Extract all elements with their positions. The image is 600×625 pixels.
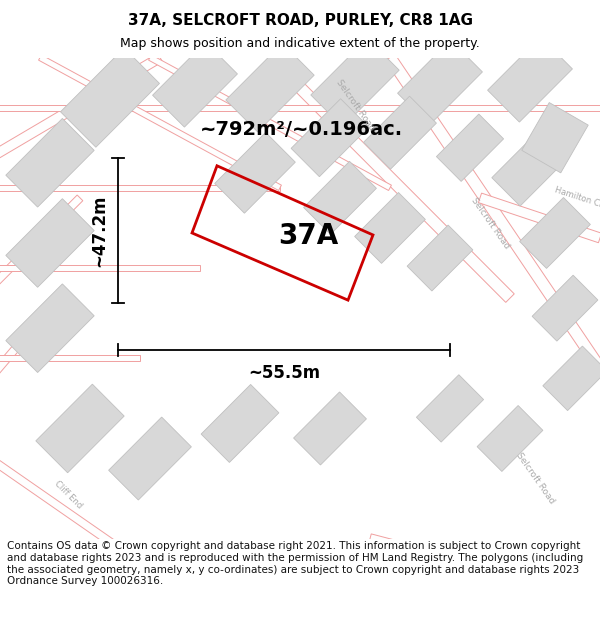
Polygon shape: [543, 346, 600, 411]
Polygon shape: [6, 284, 94, 372]
Polygon shape: [488, 37, 572, 122]
Polygon shape: [0, 104, 600, 111]
Polygon shape: [149, 55, 391, 191]
Polygon shape: [416, 375, 484, 442]
Polygon shape: [0, 53, 163, 162]
Polygon shape: [61, 48, 160, 148]
Polygon shape: [436, 114, 503, 181]
Polygon shape: [520, 198, 590, 268]
Text: Cliff End: Cliff End: [52, 479, 83, 510]
Text: Hamilton Close: Hamilton Close: [553, 186, 600, 214]
Polygon shape: [38, 55, 281, 191]
Polygon shape: [36, 384, 124, 472]
Polygon shape: [311, 38, 399, 127]
Polygon shape: [0, 306, 53, 381]
Polygon shape: [0, 195, 83, 291]
Polygon shape: [0, 355, 140, 361]
Text: Selcroft Road: Selcroft Road: [469, 196, 511, 250]
Polygon shape: [478, 193, 600, 242]
Text: ~792m²/~0.196ac.: ~792m²/~0.196ac.: [200, 120, 403, 139]
Polygon shape: [291, 99, 369, 177]
Polygon shape: [355, 192, 425, 263]
Text: ~55.5m: ~55.5m: [248, 364, 320, 382]
Text: Contains OS data © Crown copyright and database right 2021. This information is : Contains OS data © Crown copyright and d…: [7, 541, 583, 586]
Text: ~47.2m: ~47.2m: [90, 194, 108, 267]
Polygon shape: [407, 225, 473, 291]
Polygon shape: [6, 199, 94, 288]
Polygon shape: [0, 455, 122, 552]
Text: 37A, SELCROFT ROAD, PURLEY, CR8 1AG: 37A, SELCROFT ROAD, PURLEY, CR8 1AG: [128, 12, 473, 28]
Text: Map shows position and indicative extent of the property.: Map shows position and indicative extent…: [120, 38, 480, 51]
Polygon shape: [109, 417, 191, 500]
Polygon shape: [532, 275, 598, 341]
Polygon shape: [477, 406, 543, 471]
Text: Selcroft Road: Selcroft Road: [334, 78, 376, 133]
Polygon shape: [522, 102, 588, 173]
Text: Selcroft Road: Selcroft Road: [514, 451, 556, 506]
Polygon shape: [226, 43, 314, 132]
Polygon shape: [385, 54, 600, 372]
Polygon shape: [215, 132, 295, 213]
Polygon shape: [6, 119, 94, 207]
Text: 37A: 37A: [278, 222, 338, 250]
Polygon shape: [364, 96, 436, 169]
Polygon shape: [0, 185, 280, 191]
Polygon shape: [266, 53, 514, 302]
Polygon shape: [398, 40, 482, 125]
Polygon shape: [293, 392, 367, 465]
Polygon shape: [201, 384, 279, 462]
Polygon shape: [369, 534, 600, 604]
Polygon shape: [0, 265, 200, 271]
Polygon shape: [304, 161, 376, 234]
Polygon shape: [492, 129, 568, 206]
Polygon shape: [152, 42, 238, 127]
